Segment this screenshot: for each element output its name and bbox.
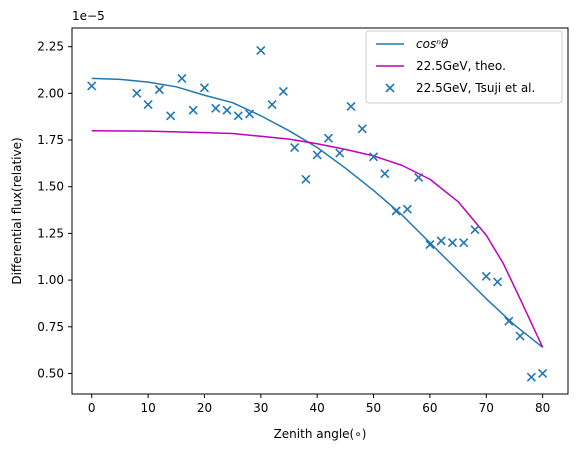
- scatter-point: [391, 206, 401, 216]
- x-tick-label: 40: [310, 401, 325, 415]
- scatter-point: [492, 277, 503, 287]
- x-tick-label: 60: [422, 401, 437, 415]
- scatter-point: [481, 271, 491, 281]
- scatter-point: [233, 111, 243, 121]
- scatter-point: [425, 240, 435, 250]
- scatter-point: [335, 148, 345, 158]
- legend-label-tsuji: 22.5GeV, Tsuji et al.: [416, 81, 535, 95]
- scatter-point: [244, 109, 255, 119]
- scatter-point: [312, 150, 322, 160]
- scatter-point: [199, 83, 210, 93]
- scatter-point: [380, 169, 390, 179]
- y-tick-label: 1.75: [37, 133, 64, 147]
- scatter-point: [515, 331, 525, 341]
- y-tick-label: 1.00: [37, 273, 64, 287]
- scatter-point: [278, 86, 288, 97]
- scatter-point: [222, 105, 232, 115]
- scatter-point: [166, 111, 176, 121]
- legend-marker-tsuji: [385, 83, 395, 93]
- x-tick-label: 70: [479, 401, 494, 415]
- scatter-point: [290, 142, 300, 153]
- scatter-point: [323, 133, 334, 143]
- y-tick-label: 0.50: [37, 366, 64, 380]
- scatter-point: [87, 81, 97, 91]
- y-tick-label: 1.50: [37, 180, 64, 194]
- scatter-point: [132, 88, 142, 98]
- scatter-point: [143, 99, 153, 110]
- y-axis-label: Differential flux(relative): [10, 137, 24, 284]
- x-tick-label: 50: [366, 401, 381, 415]
- scatter-point: [470, 225, 480, 235]
- scatter-point: [414, 172, 424, 182]
- scatter-point: [177, 73, 187, 83]
- scatter-point: [402, 204, 412, 214]
- scatter-point: [538, 368, 548, 379]
- x-tick-label: 20: [197, 401, 212, 415]
- scatter-point: [447, 238, 458, 248]
- y-tick-label: 1.25: [37, 226, 64, 240]
- series-line-cos: [91, 77, 544, 348]
- y-offset-label: 1e−5: [72, 9, 105, 23]
- scatter-point: [256, 45, 266, 55]
- scatter-point: [188, 105, 198, 115]
- x-tick-label: 10: [140, 401, 155, 415]
- y-tick-label: 2.25: [37, 40, 64, 54]
- x-axis: 0 10 20 30 40 50 60 70 80: [88, 394, 550, 415]
- y-tick-label: 0.75: [37, 320, 64, 334]
- legend-box: [365, 30, 563, 104]
- legend-label-cos: cosⁿθ: [416, 37, 449, 51]
- scatter-point: [368, 152, 379, 162]
- scatter-point: [436, 236, 446, 246]
- y-tick-label: 2.00: [37, 86, 64, 100]
- scatter-point: [154, 85, 164, 95]
- x-tick-label: 30: [253, 401, 268, 415]
- scatter-point: [211, 103, 221, 113]
- scatter-point: [459, 238, 469, 248]
- x-axis-label: Zenith angle(∘): [274, 427, 367, 441]
- x-tick-label: 80: [535, 401, 550, 415]
- y-axis: 0.50 0.75 1.00 1.25 1.50 1.75 2.00 2.25: [37, 40, 72, 380]
- scatter-point: [526, 372, 536, 382]
- plot-area: [87, 45, 548, 382]
- scatter-point: [267, 99, 277, 110]
- scatter-point: [301, 174, 311, 184]
- scatter-point: [504, 316, 514, 326]
- scatter-point: [346, 101, 356, 111]
- legend-label-theo: 22.5GeV, theo.: [416, 59, 506, 73]
- plot-frame: [71, 27, 569, 395]
- legend: cosⁿθ 22.5GeV, theo. 22.5GeV, Tsuji et a…: [365, 30, 563, 104]
- x-tick-label: 0: [88, 401, 96, 415]
- scatter-point: [357, 124, 367, 134]
